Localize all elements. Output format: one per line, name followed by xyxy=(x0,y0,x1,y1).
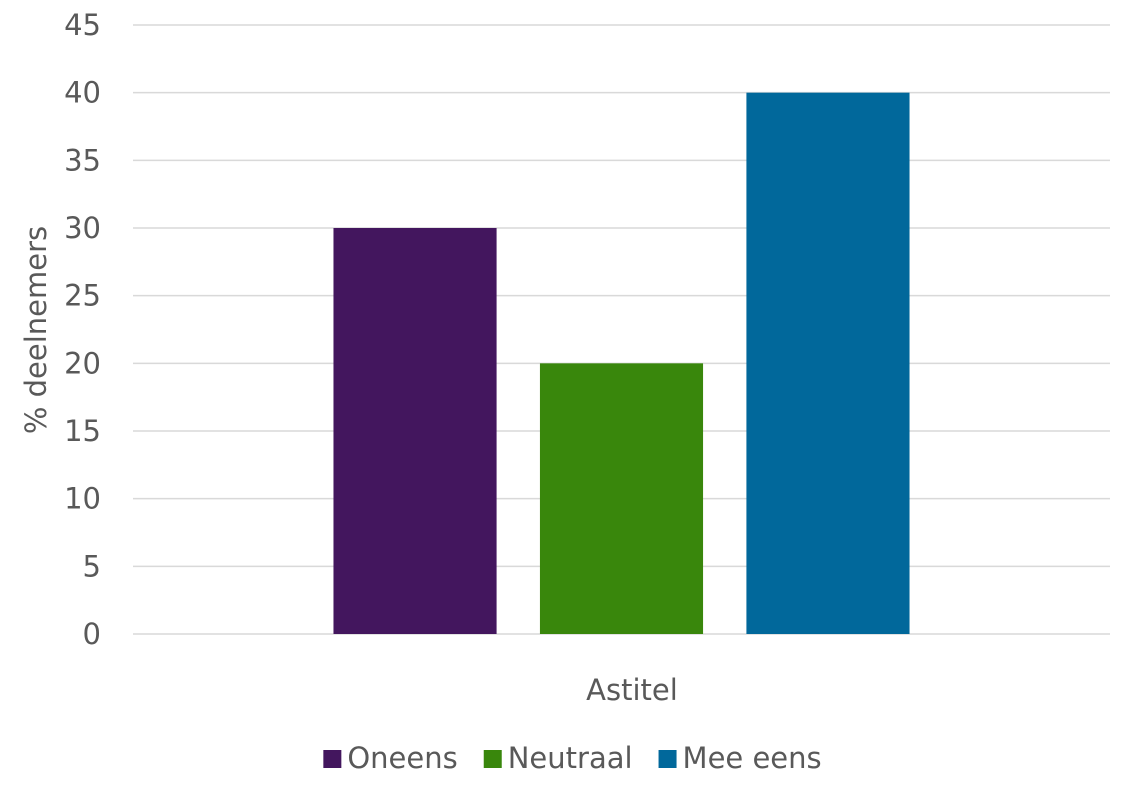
legend: Oneens Neutraal Mee eens xyxy=(323,741,822,775)
y-tick-labels: 0 5 10 15 20 25 30 35 40 45 xyxy=(64,8,101,651)
bar-mee-eens xyxy=(746,92,910,634)
y-tick-label: 35 xyxy=(64,143,101,177)
legend-label: Mee eens xyxy=(683,741,822,775)
y-tick-label: 0 xyxy=(83,617,101,651)
y-tick-label: 20 xyxy=(64,346,101,380)
legend-swatch xyxy=(323,750,342,768)
legend-swatch xyxy=(658,750,677,768)
y-tick-label: 15 xyxy=(64,414,101,448)
y-tick-label: 5 xyxy=(83,549,101,583)
bar-neutraal xyxy=(539,363,704,634)
legend-item: Oneens xyxy=(323,741,458,775)
legend-item: Mee eens xyxy=(658,741,822,775)
bars xyxy=(333,92,910,634)
y-tick-label: 40 xyxy=(64,76,101,110)
legend-swatch xyxy=(483,750,502,768)
legend-item: Neutraal xyxy=(483,741,633,775)
legend-label: Neutraal xyxy=(508,741,633,775)
y-tick-label: 25 xyxy=(64,279,101,313)
y-tick-label: 10 xyxy=(64,482,101,516)
y-tick-label: 30 xyxy=(64,211,101,245)
legend-label: Oneens xyxy=(347,741,457,775)
y-tick-label: 45 xyxy=(64,8,101,42)
x-axis-title: Astitel xyxy=(586,673,678,707)
bar-oneens xyxy=(333,228,497,634)
y-axis-title: % deelnemers xyxy=(19,226,53,434)
